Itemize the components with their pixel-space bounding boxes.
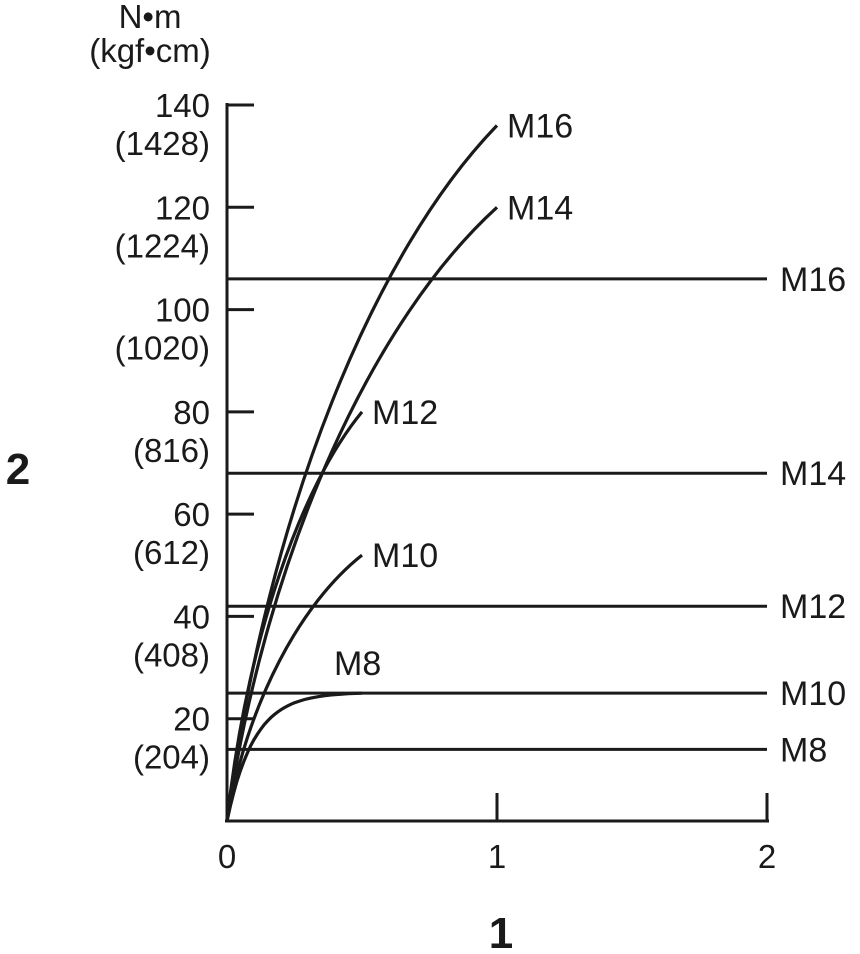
curve-label-m14: M14	[507, 189, 573, 227]
curve-m8	[225, 691, 363, 822]
curve-m10	[225, 553, 363, 822]
y-unit-primary: N•m	[119, 0, 182, 35]
y-tick-sublabel: (204)	[133, 739, 210, 776]
y-unit-secondary: (kgf•cm)	[89, 32, 211, 69]
y-axis-callout: 2	[6, 445, 30, 494]
x-axis-ticks: 0 1 2	[218, 793, 776, 875]
limit-lines: M8 M10 M12 M14 M16	[227, 261, 846, 769]
x-tick-label: 1	[488, 838, 506, 875]
y-tick-sublabel: (816)	[133, 432, 210, 469]
limit-label-m12: M12	[780, 588, 846, 626]
y-tick-sublabel: (612)	[133, 534, 210, 571]
y-tick-sublabel: (1428)	[115, 125, 210, 162]
y-tick-label: 100	[155, 292, 210, 329]
y-axis-ticks: 20(204) 40(408) 60(612) 80(816) 100(1020) 120…	[115, 87, 254, 776]
y-tick-label: 60	[173, 496, 210, 533]
curve-label-m12: M12	[372, 394, 438, 432]
curve-label-m16: M16	[507, 107, 573, 145]
y-tick-label: 20	[173, 701, 210, 738]
y-tick-label: 140	[155, 87, 210, 124]
y-unit-label: N•m (kgf•cm)	[89, 0, 211, 69]
torque-curves: M8 M10 M12 M14 M16	[225, 107, 573, 822]
limit-label-m8: M8	[780, 731, 827, 769]
curve-m16	[225, 124, 499, 822]
x-axis-callout: 1	[489, 909, 513, 954]
y-tick-label: 40	[173, 598, 210, 635]
y-tick-label: 80	[173, 394, 210, 431]
y-tick-sublabel: (1020)	[115, 330, 210, 367]
curve-m14	[225, 206, 499, 822]
y-tick-label: 120	[155, 189, 210, 226]
curve-label-m8: M8	[334, 645, 381, 683]
limit-label-m14: M14	[780, 455, 846, 493]
x-tick-label: 0	[218, 838, 236, 875]
curve-label-m10: M10	[372, 537, 438, 575]
limit-label-m10: M10	[780, 675, 846, 713]
x-tick-label: 2	[758, 838, 776, 875]
limit-label-m16: M16	[780, 261, 846, 299]
y-tick-sublabel: (408)	[133, 636, 210, 673]
y-tick-sublabel: (1224)	[115, 227, 210, 264]
